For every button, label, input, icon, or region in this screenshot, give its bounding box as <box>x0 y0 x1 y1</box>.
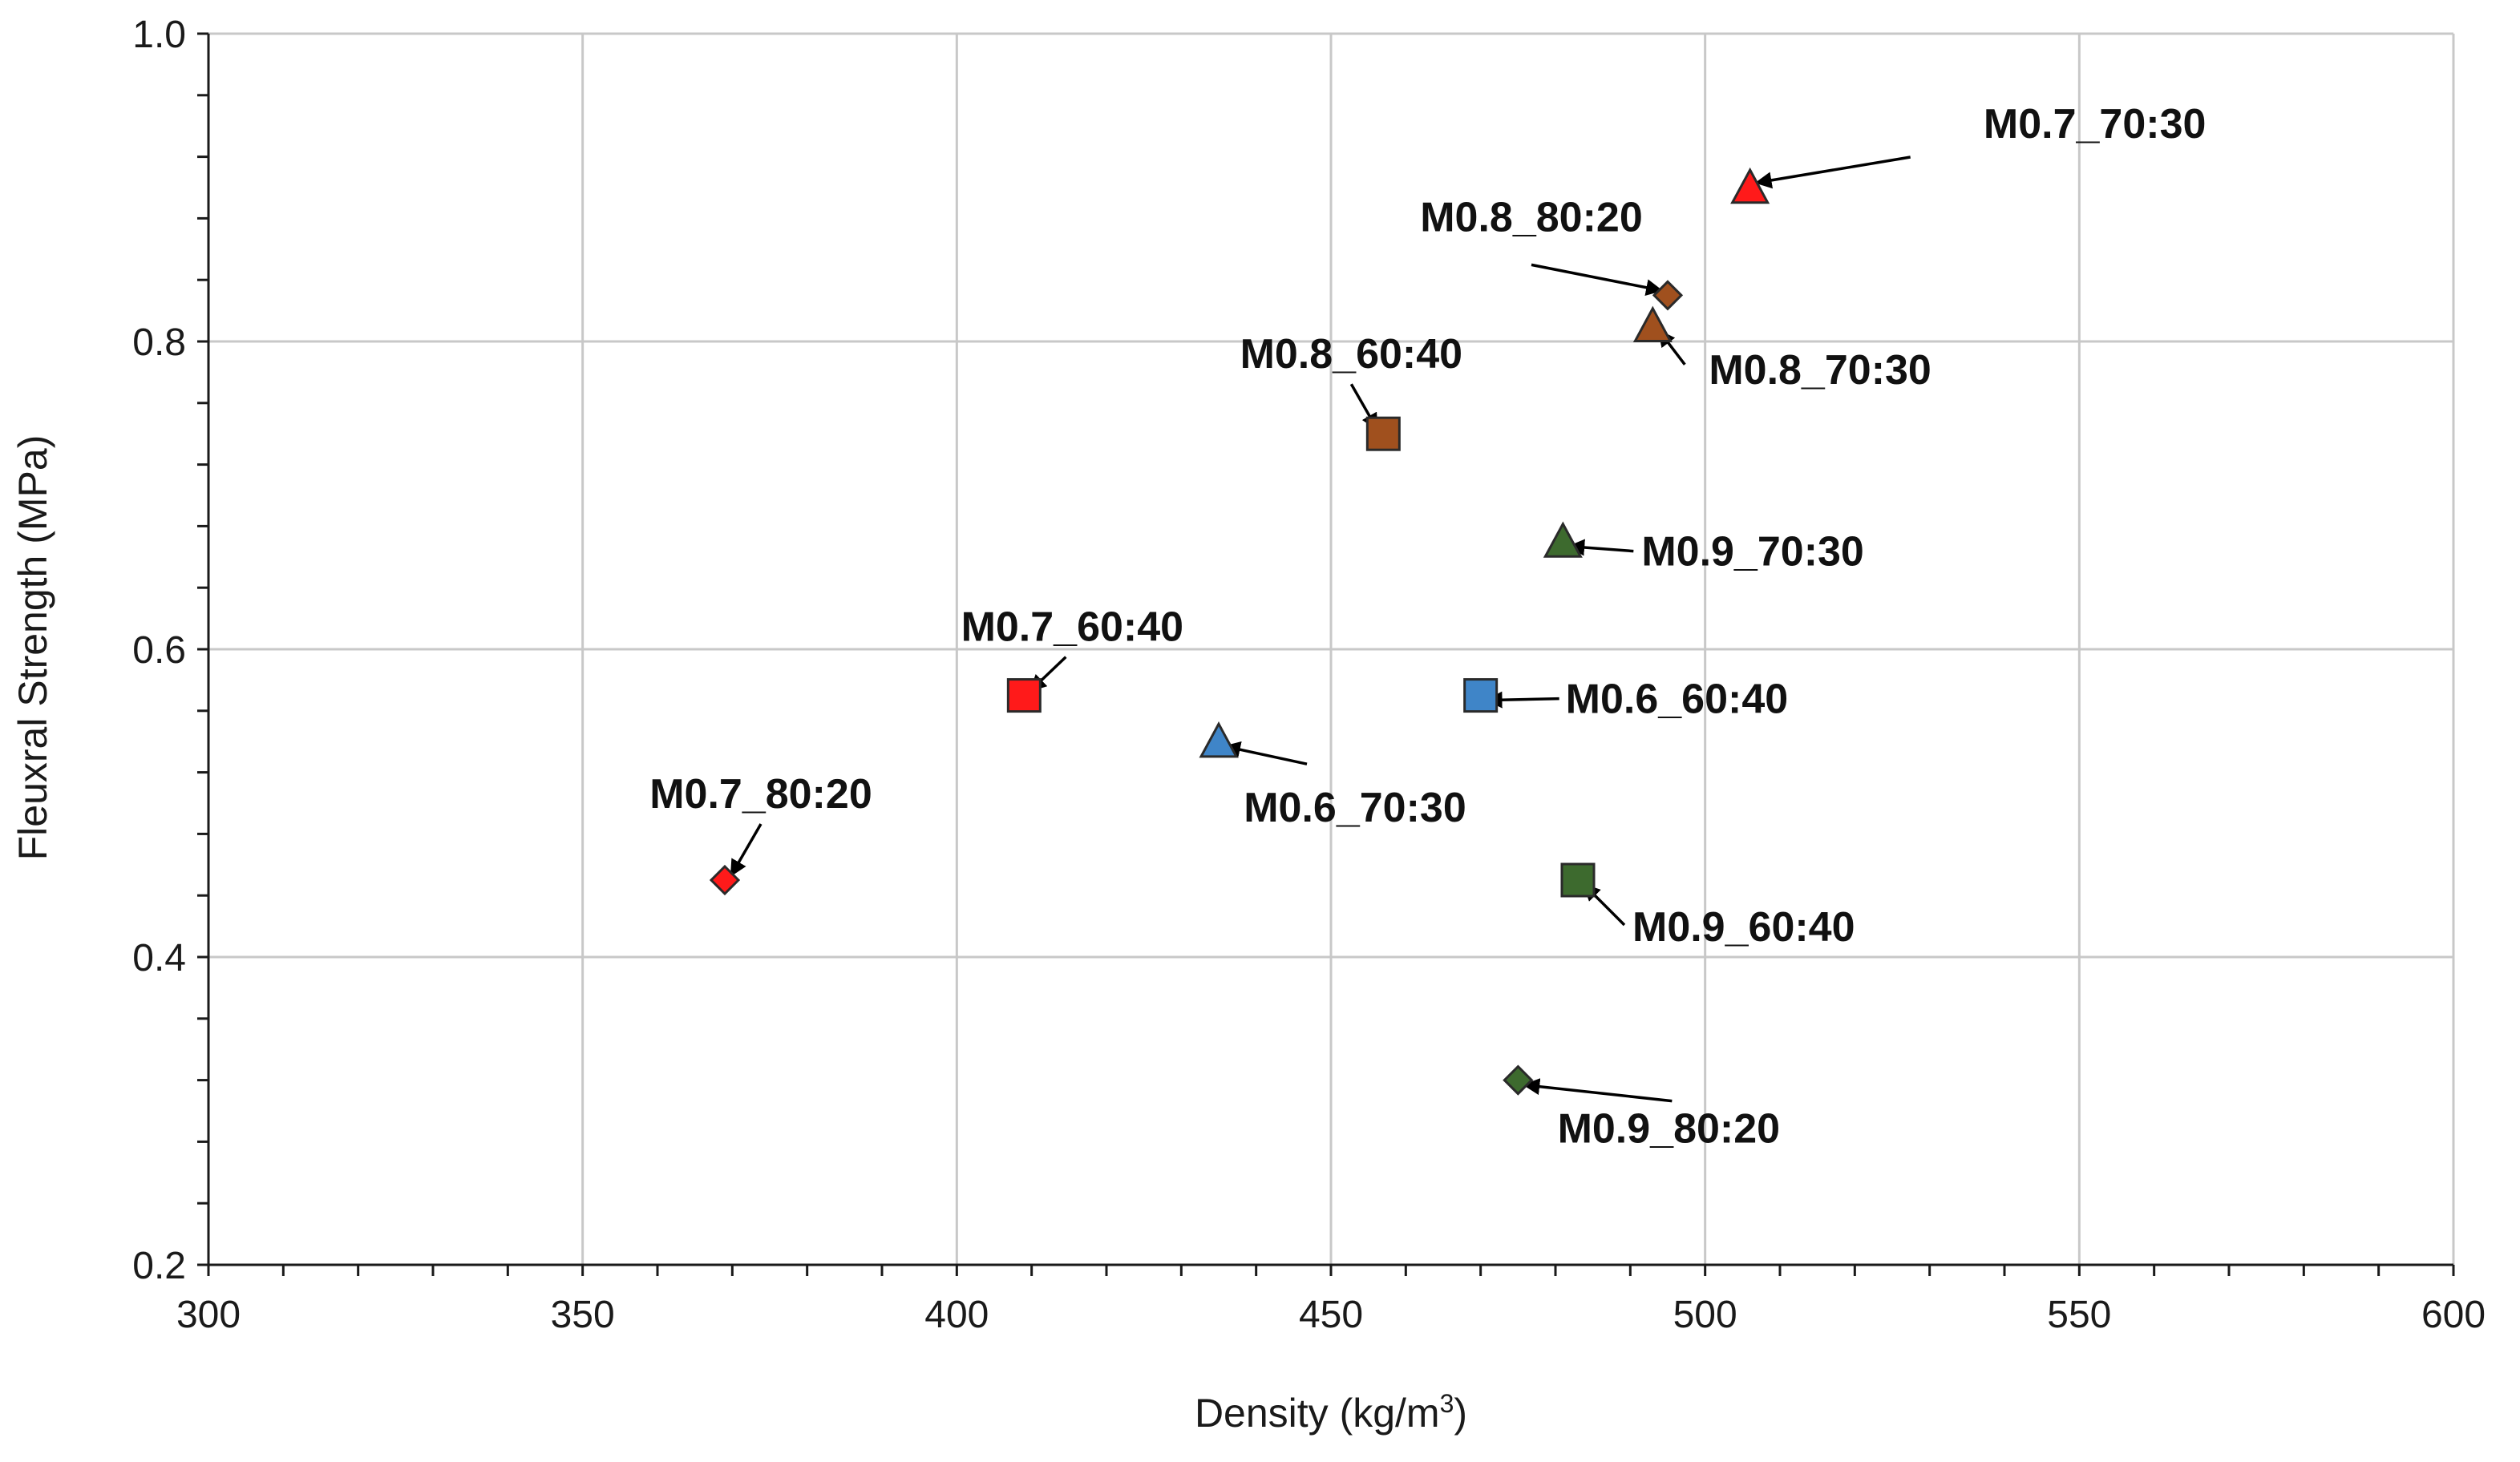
data-point <box>1463 678 1499 713</box>
x-tick-label: 600 <box>2421 1294 2486 1336</box>
point-label: M0.6_60:40 <box>1566 676 1789 723</box>
x-tick-label: 350 <box>551 1294 615 1336</box>
data-point <box>1006 678 1042 713</box>
annotation-arrow <box>730 823 762 877</box>
point-label: M0.9_60:40 <box>1632 904 1855 951</box>
y-tick-label: 0.6 <box>132 629 186 672</box>
data-point <box>1199 721 1239 758</box>
annotation-arrow <box>1485 691 1559 709</box>
point-label: M0.7_80:20 <box>649 771 872 818</box>
gridlines <box>208 32 2455 1265</box>
point-label: M0.7_60:40 <box>961 604 1184 651</box>
point-label: M0.8_80:20 <box>1420 194 1643 240</box>
data-point <box>1503 1064 1534 1096</box>
data-point <box>709 864 741 896</box>
point-labels: M0.7_70:30 M0.8_80:20 M0.8_70:30 M0.8_60:40… <box>649 101 2206 1153</box>
point-label: M0.9_80:20 <box>1558 1106 1781 1153</box>
data-point <box>1730 167 1770 204</box>
x-tick-label: 400 <box>924 1294 989 1336</box>
point-label: M0.6_70:30 <box>1244 785 1466 831</box>
x-tick-label: 500 <box>1673 1294 1737 1336</box>
y-tick-label: 0.4 <box>132 937 186 979</box>
x-tick-label: 550 <box>2047 1294 2111 1336</box>
axes <box>197 32 2455 1276</box>
point-label: M0.8_60:40 <box>1240 331 1463 378</box>
x-tick-label: 450 <box>1299 1294 1363 1336</box>
annotation-arrow <box>1567 539 1634 556</box>
tick-labels: 300 350 400 450 500 550 600 0.2 0.4 0.6 0.8 1.0 <box>132 14 2486 1336</box>
point-label: M0.8_70:30 <box>1709 347 1931 394</box>
y-tick-label: 1.0 <box>132 14 186 56</box>
point-label: M0.9_70:30 <box>1641 529 1864 576</box>
annotation-arrow <box>1223 741 1308 765</box>
annotation-arrow <box>1523 1078 1673 1103</box>
y-tick-label: 0.2 <box>132 1245 186 1287</box>
data-point <box>1543 521 1583 558</box>
data-point <box>1632 305 1673 342</box>
x-tick-label: 300 <box>176 1294 241 1336</box>
data-point <box>1652 280 1684 311</box>
y-axis-title: Fleuxral Strength (MPa) <box>10 435 55 861</box>
annotation-arrow <box>1531 263 1664 297</box>
data-point <box>1560 862 1596 898</box>
data-point <box>1365 416 1401 451</box>
point-label: M0.7_70:30 <box>1984 101 2207 147</box>
annotation-arrows <box>730 155 1911 1103</box>
x-axis-title: Density (kg/m3) <box>1195 1389 1467 1436</box>
y-tick-label: 0.8 <box>132 321 186 364</box>
data-points <box>709 167 1770 1096</box>
annotation-arrow <box>1754 155 1911 189</box>
